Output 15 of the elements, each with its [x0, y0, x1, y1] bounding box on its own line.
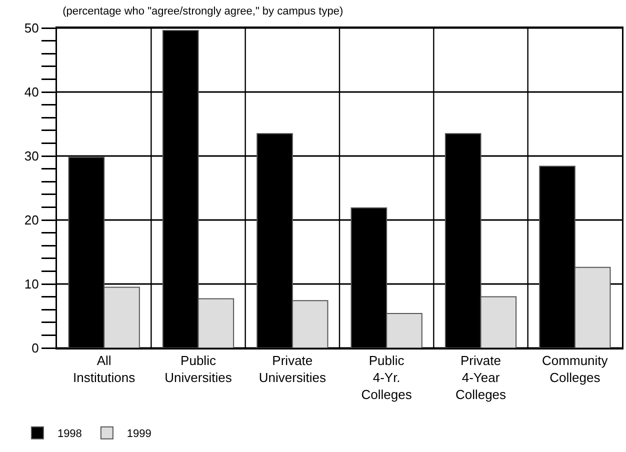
y-tick-label: 10 [24, 276, 39, 292]
x-tick-label: Private 4-Year Colleges [455, 353, 507, 402]
y-tick-label: 20 [24, 212, 39, 228]
x-tick-label: Community Colleges [542, 353, 608, 385]
chart-title: (percentage who "agree/strongly agree," by campus type) [62, 5, 344, 18]
y-tick-label: 40 [24, 84, 39, 100]
y-tick-label: 0 [32, 340, 39, 356]
x-tick-label: All Institutions [73, 353, 136, 385]
legend-label: 1999 [126, 428, 152, 440]
y-tick-label: 30 [24, 148, 39, 164]
y-tick-label: 50 [24, 20, 39, 36]
x-tick-label: Public Universities [164, 353, 232, 385]
legend-label: 1998 [57, 428, 82, 440]
x-tick-label: Public 4-Yr. Colleges [361, 353, 412, 402]
x-tick-label: Private Universities [258, 353, 327, 385]
